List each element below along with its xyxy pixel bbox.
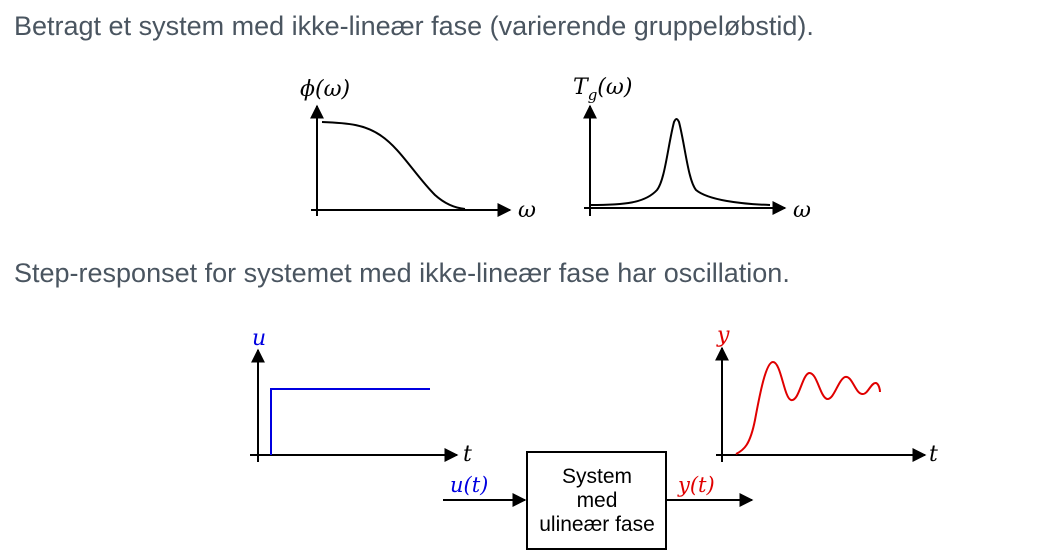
group-delay-plot: Tg(ω) ω <box>573 75 811 223</box>
output-signal-label: y(t) <box>677 473 715 497</box>
system-block-diagram: u(t) System med ulineær fase y(t) <box>443 451 754 550</box>
output-y-label: y <box>716 323 730 348</box>
phase-y-label: ϕ(ω) <box>300 77 350 102</box>
input-y-label: u <box>252 326 266 351</box>
input-plot: u t <box>250 326 472 467</box>
output-plot: y t <box>715 323 938 467</box>
caption-nonlinear-phase: Betragt et system med ikke-lineær fase (… <box>14 11 814 41</box>
phase-plot: ϕ(ω) ω <box>300 77 536 223</box>
output-oscillating-response <box>735 360 881 455</box>
input-step-signal <box>270 388 430 455</box>
group-delay-y-label: Tg(ω) <box>573 75 632 104</box>
system-block-line-2: med <box>577 489 618 512</box>
phase-curve <box>321 121 466 210</box>
system-block-line-1: System <box>562 465 632 488</box>
system-block <box>526 451 667 550</box>
output-x-label: t <box>929 442 938 467</box>
phase-x-label: ω <box>518 198 536 223</box>
system-block-line-3: ulineær fase <box>539 513 655 536</box>
caption-step-response: Step-responset for systemet med ikke-lin… <box>14 258 790 288</box>
input-signal-label: u(t) <box>450 473 488 497</box>
input-x-label: t <box>463 442 472 467</box>
group-delay-x-label: ω <box>793 198 811 223</box>
group-delay-curve <box>589 118 771 206</box>
